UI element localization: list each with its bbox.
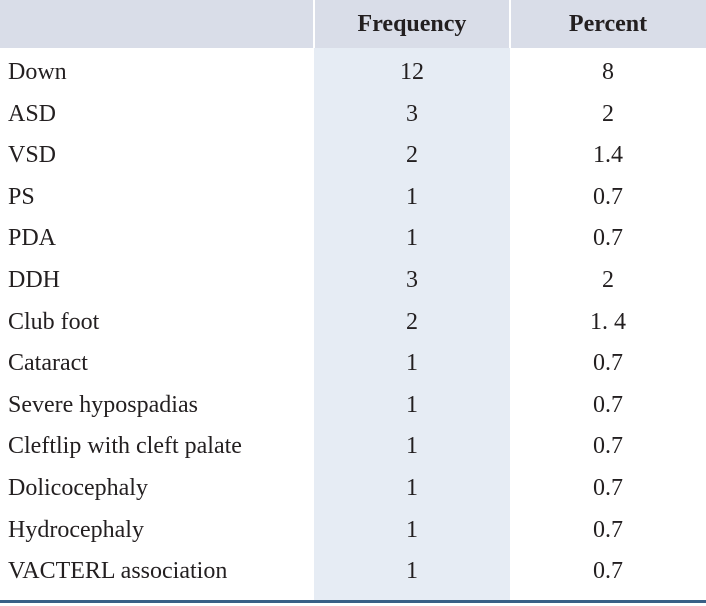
table-bottom-rule (0, 600, 706, 603)
frequency-cell: 2 (406, 142, 418, 168)
row-label: Severe hypospadias (8, 392, 198, 418)
percent-cell: 0.7 (593, 225, 623, 251)
frequency-cell: 12 (400, 59, 424, 85)
frequency-cell: 1 (406, 392, 418, 418)
row-label: DDH (8, 267, 60, 293)
row-label: Down (8, 59, 67, 85)
header-divider (313, 0, 315, 48)
percent-cell: 0.7 (593, 350, 623, 376)
frequency-cell: 1 (406, 225, 418, 251)
percent-cell: 2 (602, 267, 614, 293)
percent-column-header: Percent (568, 11, 648, 37)
row-label: Club foot (8, 309, 100, 335)
frequency-cell: 1 (406, 350, 418, 376)
frequency-column-header: Frequency (357, 11, 467, 37)
frequency-cell: 1 (406, 184, 418, 210)
frequency-cell: 1 (406, 433, 418, 459)
percent-cell: 0.7 (593, 433, 623, 459)
header-divider (509, 0, 511, 48)
percent-cell: 8 (602, 59, 614, 85)
percent-cell: 0.7 (593, 517, 623, 543)
percent-cell: 0.7 (593, 558, 623, 584)
percent-cell: 0.7 (593, 184, 623, 210)
frequency-cell: 1 (406, 475, 418, 501)
frequency-cell: 2 (406, 309, 418, 335)
row-label: ASD (8, 101, 57, 127)
row-label: Cleftlip with cleft palate (8, 433, 242, 459)
row-label: PS (8, 184, 35, 210)
row-label: Cataract (8, 350, 88, 376)
row-label: Hydrocephaly (8, 517, 144, 543)
frequency-cell: 1 (406, 558, 418, 584)
frequency-column-shading (314, 48, 510, 600)
frequency-cell: 1 (406, 517, 418, 543)
percent-cell: 1. 4 (590, 309, 626, 335)
row-label: Dolicocephaly (8, 475, 148, 501)
frequency-cell: 3 (406, 267, 418, 293)
frequency-cell: 3 (406, 101, 418, 127)
percent-cell: 1.4 (593, 142, 623, 168)
row-label: VACTERL association (8, 558, 228, 584)
percent-cell: 0.7 (593, 475, 623, 501)
percent-cell: 2 (602, 101, 614, 127)
percent-cell: 0.7 (593, 392, 623, 418)
row-label: VSD (8, 142, 57, 168)
row-label: PDA (8, 225, 57, 251)
table-header-band (0, 0, 706, 48)
